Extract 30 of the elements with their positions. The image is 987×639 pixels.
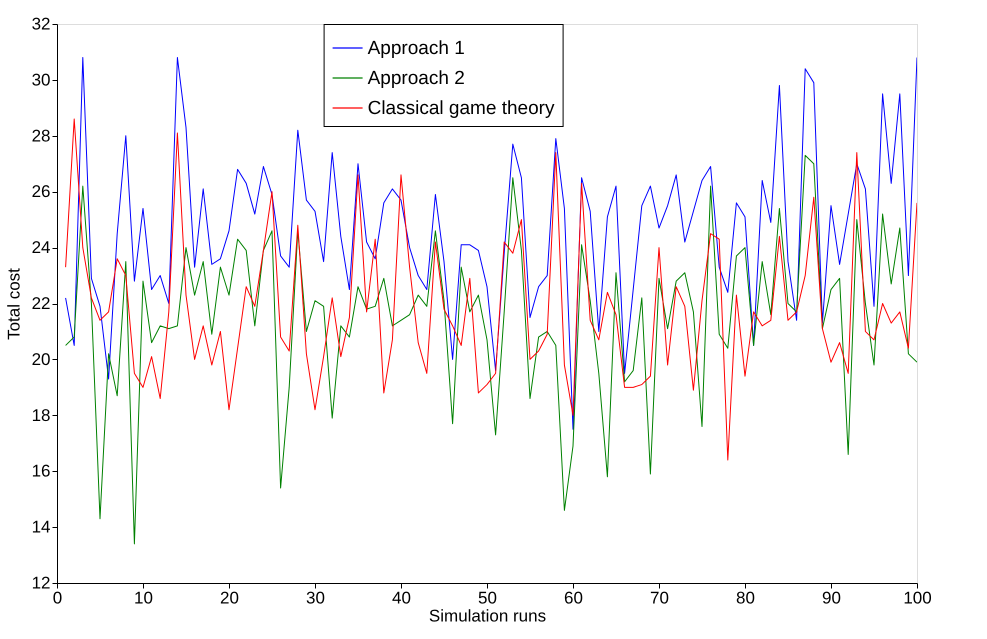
x-tick-label: 0	[52, 588, 62, 608]
y-tick-label: 20	[32, 350, 50, 369]
x-tick-label: 50	[478, 588, 497, 608]
y-axis-title: Total cost	[4, 268, 24, 340]
x-tick-label: 40	[392, 588, 411, 608]
y-tick-label: 32	[32, 14, 50, 34]
y-tick-label: 26	[32, 182, 50, 202]
y-tick-label: 24	[32, 238, 50, 258]
x-tick-label: 30	[306, 588, 325, 608]
x-tick-label: 10	[134, 588, 153, 608]
y-tick-label: 22	[32, 294, 50, 313]
x-tick-label: 20	[220, 588, 239, 608]
y-tick-label: 12	[32, 574, 50, 592]
line-series	[65, 57, 917, 430]
x-tick-label: 60	[564, 588, 583, 608]
x-tick-label: 90	[822, 588, 841, 608]
x-tick-label: 100	[903, 588, 932, 608]
line-series	[65, 154, 917, 544]
x-tick-label: 80	[736, 588, 755, 608]
x-tick-label: 70	[650, 588, 669, 608]
y-tick-label: 28	[32, 126, 50, 146]
y-tick-label: 14	[32, 518, 50, 537]
legend-label: Approach 1	[368, 38, 465, 59]
legend-label: Classical game theory	[368, 98, 556, 119]
line-series	[65, 118, 917, 461]
y-tick-label: 30	[32, 70, 50, 90]
y-tick-label: 16	[32, 462, 50, 481]
y-tick-label: 18	[32, 406, 50, 425]
legend-label: Approach 2	[368, 68, 465, 89]
x-axis-title: Simulation runs	[428, 606, 546, 626]
